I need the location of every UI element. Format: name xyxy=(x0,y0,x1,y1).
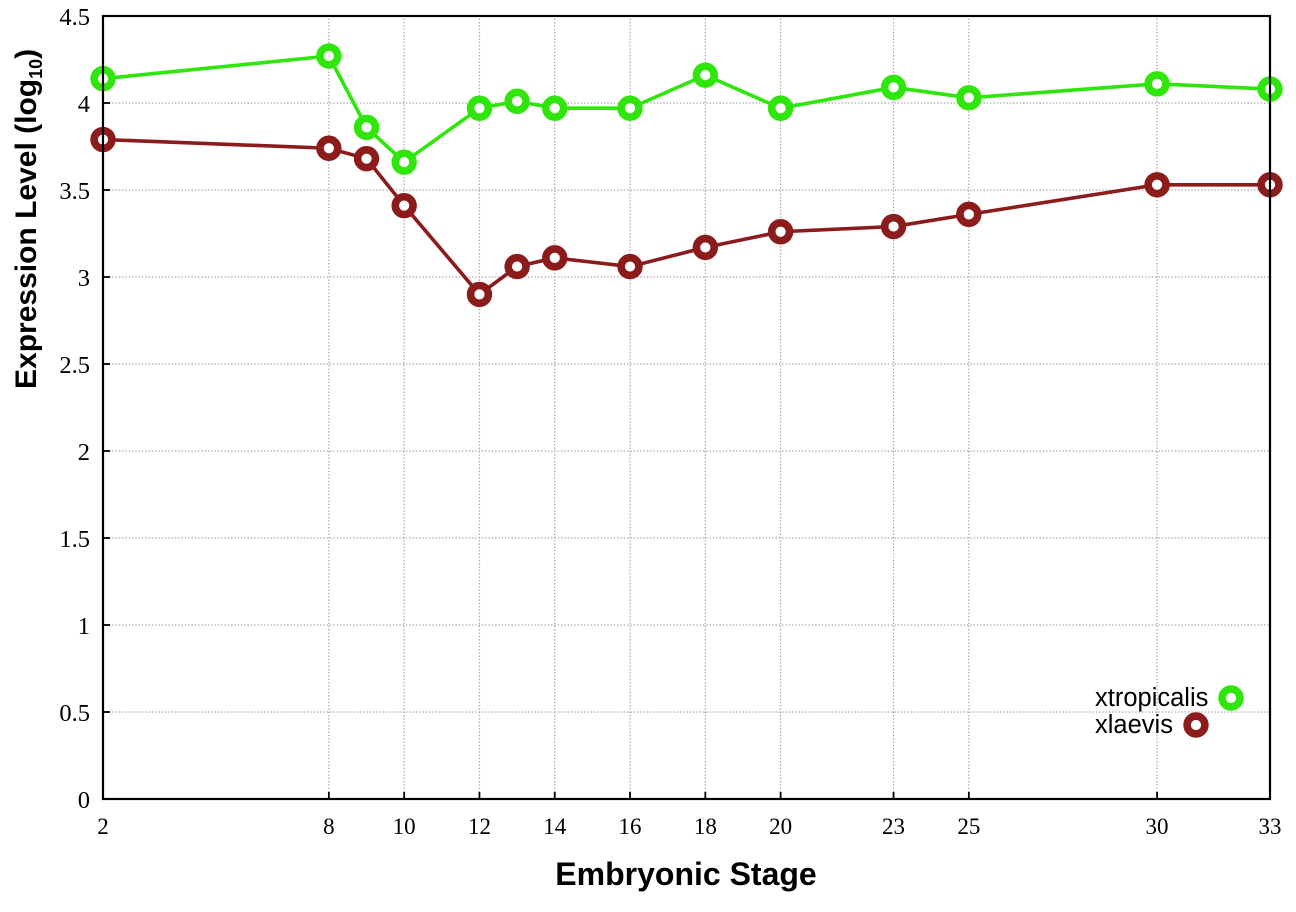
svg-text:4: 4 xyxy=(78,91,90,118)
svg-text:0.5: 0.5 xyxy=(59,700,90,727)
svg-text:2: 2 xyxy=(97,814,109,839)
svg-text:23: 23 xyxy=(882,814,905,839)
svg-text:18: 18 xyxy=(694,814,717,839)
svg-text:12: 12 xyxy=(468,814,491,839)
svg-text:30: 30 xyxy=(1146,814,1169,839)
svg-text:2.5: 2.5 xyxy=(59,352,90,379)
svg-text:10: 10 xyxy=(393,814,416,839)
svg-text:4.5: 4.5 xyxy=(59,4,90,31)
svg-text:33: 33 xyxy=(1259,814,1282,839)
svg-text:0: 0 xyxy=(78,787,90,814)
svg-text:1.5: 1.5 xyxy=(59,526,90,553)
svg-text:2: 2 xyxy=(78,439,90,466)
svg-text:14: 14 xyxy=(543,814,567,839)
svg-text:1: 1 xyxy=(78,613,90,640)
svg-text:8: 8 xyxy=(323,814,335,839)
svg-text:3: 3 xyxy=(78,265,90,292)
svg-text:20: 20 xyxy=(769,814,792,839)
svg-text:16: 16 xyxy=(619,814,642,839)
svg-text:25: 25 xyxy=(957,814,980,839)
svg-text:3.5: 3.5 xyxy=(59,178,90,205)
